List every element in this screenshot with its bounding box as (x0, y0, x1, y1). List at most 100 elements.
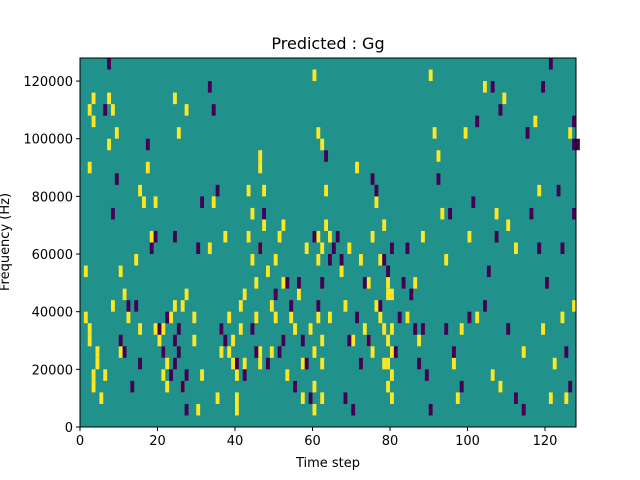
heatmap-cell-high (498, 380, 503, 393)
heatmap-cell-high (91, 369, 96, 381)
heatmap-cell-high (269, 346, 274, 358)
heatmap-cell-low (506, 323, 511, 335)
heatmap-cell-high (99, 392, 104, 404)
heatmap-cell-high (273, 254, 278, 266)
heatmap-cell-high (374, 300, 379, 312)
heatmap-cell-low (498, 104, 503, 116)
heatmap-cell-high (405, 311, 410, 324)
heatmap-cell-low (215, 184, 220, 197)
heatmap-cell-low (390, 242, 394, 255)
heatmap-cell-low (258, 242, 263, 255)
heatmap-cell-high (153, 196, 158, 208)
heatmap-cell-high (382, 323, 387, 335)
heatmap-cell-high (378, 254, 383, 266)
y-tick-label: 60000 (32, 248, 73, 263)
heatmap-cell-high (118, 265, 123, 278)
heatmap-cell-high (258, 346, 263, 358)
heatmap-cell-low (161, 346, 166, 358)
heatmap-cell-high (235, 403, 239, 416)
x-axis: 0 20 40 60 80 100 120 (76, 427, 557, 449)
heatmap-cell-low (370, 173, 375, 185)
heatmap-cell-high (328, 230, 332, 243)
heatmap-cell-low (242, 369, 247, 381)
heatmap-cell-low (134, 300, 139, 312)
heatmap-cell-high (246, 230, 251, 243)
heatmap-cell-high (386, 288, 391, 301)
heatmap-cell-high (266, 265, 270, 278)
heatmap-cell-high (533, 115, 538, 128)
heatmap-cell-low (471, 196, 476, 208)
heatmap-cell-high (316, 311, 321, 324)
heatmap-cell-high (87, 161, 92, 174)
heatmap-cell-high (196, 403, 201, 416)
y-tick-label: 100000 (23, 133, 73, 148)
heatmap-cell-high (560, 311, 565, 324)
heatmap-cell-high (138, 323, 143, 335)
heatmap-cell-low (572, 115, 577, 128)
heatmap-cell-high (463, 127, 468, 139)
heatmap-cell-low (235, 357, 239, 370)
heatmap-cell-low (525, 127, 530, 139)
heatmap-cell-high (235, 369, 239, 381)
heatmap-cell-high (413, 277, 418, 289)
heatmap-cell-low (297, 277, 301, 289)
heatmap-cell-high (262, 184, 267, 197)
heatmap-cell-low (130, 380, 135, 393)
heatmap-cell-low (424, 369, 429, 381)
heatmap-cell-low (401, 277, 406, 289)
heatmap-cell-high (490, 369, 495, 381)
heatmap-cell-low (196, 242, 201, 255)
heatmap-cell-high (541, 323, 546, 335)
heatmap-cell-low (560, 242, 565, 255)
heatmap-cell-high (87, 323, 92, 335)
heatmap-cell-high (312, 346, 317, 358)
heatmap-cell-low (351, 403, 356, 416)
heatmap-cell-low (459, 380, 464, 393)
heatmap-cell-high (514, 242, 518, 255)
heatmap-cell-high (390, 288, 394, 301)
heatmap-cell-high (444, 254, 449, 266)
heatmap-cell-high (103, 369, 108, 381)
heatmap-cell-high (192, 334, 197, 347)
heatmap-cell-low (320, 277, 325, 289)
heatmap-cell-high (192, 311, 197, 324)
heatmap-cell-low (378, 300, 383, 312)
heatmap-cell-low (122, 346, 127, 358)
heatmap-cell-high (254, 277, 259, 289)
heatmap-cell-high (382, 219, 387, 231)
heatmap-cell-high (386, 334, 391, 347)
heatmap-cell-high (378, 311, 383, 324)
heatmap-cell-high (273, 311, 278, 324)
heatmap-cell-low (300, 334, 305, 347)
heatmap-cell-high (87, 104, 92, 116)
heatmap-cell-high (386, 277, 391, 289)
heatmap-cell-low (529, 207, 534, 220)
heatmap-cell-low (514, 392, 518, 404)
heatmap-cell-high (207, 242, 212, 255)
plot-area (79, 57, 580, 428)
heatmap-cell-low (413, 323, 418, 335)
heatmap-cell-high (312, 403, 317, 416)
heatmap-cell-low (180, 380, 185, 393)
heatmap-cell-low (537, 242, 542, 255)
heatmap-cell-low (486, 265, 491, 278)
heatmap-cell-high (320, 357, 325, 370)
heatmap-cell-high (258, 150, 263, 162)
heatmap-cell-low (281, 334, 286, 347)
heatmap-cell-high (149, 230, 154, 243)
heatmap-cell-low (421, 323, 425, 335)
y-tick-label: 120000 (23, 75, 73, 90)
heatmap-cell-high (506, 219, 511, 231)
heatmap-cell-high (111, 104, 115, 116)
heatmap-cell-high (215, 392, 220, 404)
heatmap-cell-high (95, 346, 100, 358)
heatmap-cell-high (246, 184, 251, 197)
heatmap-cell-low (475, 115, 480, 128)
x-axis-label: Time step (295, 456, 360, 471)
heatmap-cell-high (223, 230, 228, 243)
heatmap-cell-low (266, 357, 270, 370)
heatmap-cell-low (541, 81, 546, 93)
heatmap-cell-high (339, 265, 344, 278)
heatmap-cell-high (564, 392, 569, 404)
